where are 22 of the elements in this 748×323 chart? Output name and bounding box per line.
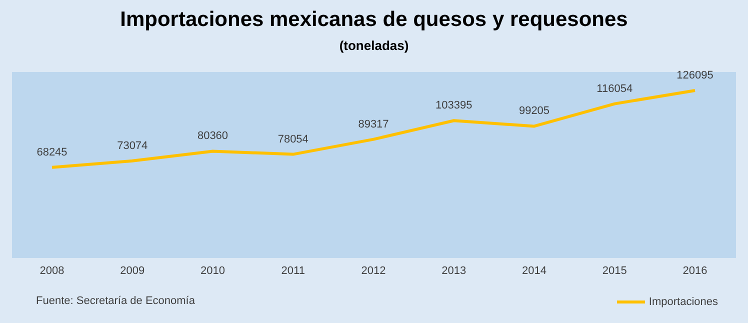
x-tick-label: 2011 — [281, 264, 305, 277]
x-tick-label: 2015 — [602, 264, 627, 277]
x-tick-label: 2010 — [200, 264, 225, 277]
x-tick-label: 2009 — [120, 264, 145, 277]
source-note: Fuente: Secretaría de Economía — [36, 295, 195, 307]
x-tick-label: 2008 — [40, 264, 64, 277]
data-label: 78054 — [278, 133, 308, 146]
x-tick-label: 2016 — [682, 264, 708, 277]
data-label: 116054 — [596, 82, 633, 95]
data-label: 103395 — [436, 100, 472, 112]
data-label: 89317 — [358, 118, 389, 130]
data-label: 99205 — [518, 105, 550, 118]
data-label: 126095 — [676, 69, 714, 82]
legend-label: Importaciones — [648, 296, 718, 308]
data-label: 68245 — [36, 146, 68, 158]
data-label: 80360 — [197, 130, 228, 142]
chart-subtitle: (toneladas) — [338, 38, 410, 53]
x-tick-label: 2013 — [442, 264, 466, 277]
x-tick-label: 2014 — [522, 264, 546, 277]
x-tick-label: 2012 — [361, 264, 386, 277]
data-label: 73074 — [117, 140, 148, 152]
chart-title: Importaciones mexicanas de quesos y requesones — [119, 8, 629, 32]
